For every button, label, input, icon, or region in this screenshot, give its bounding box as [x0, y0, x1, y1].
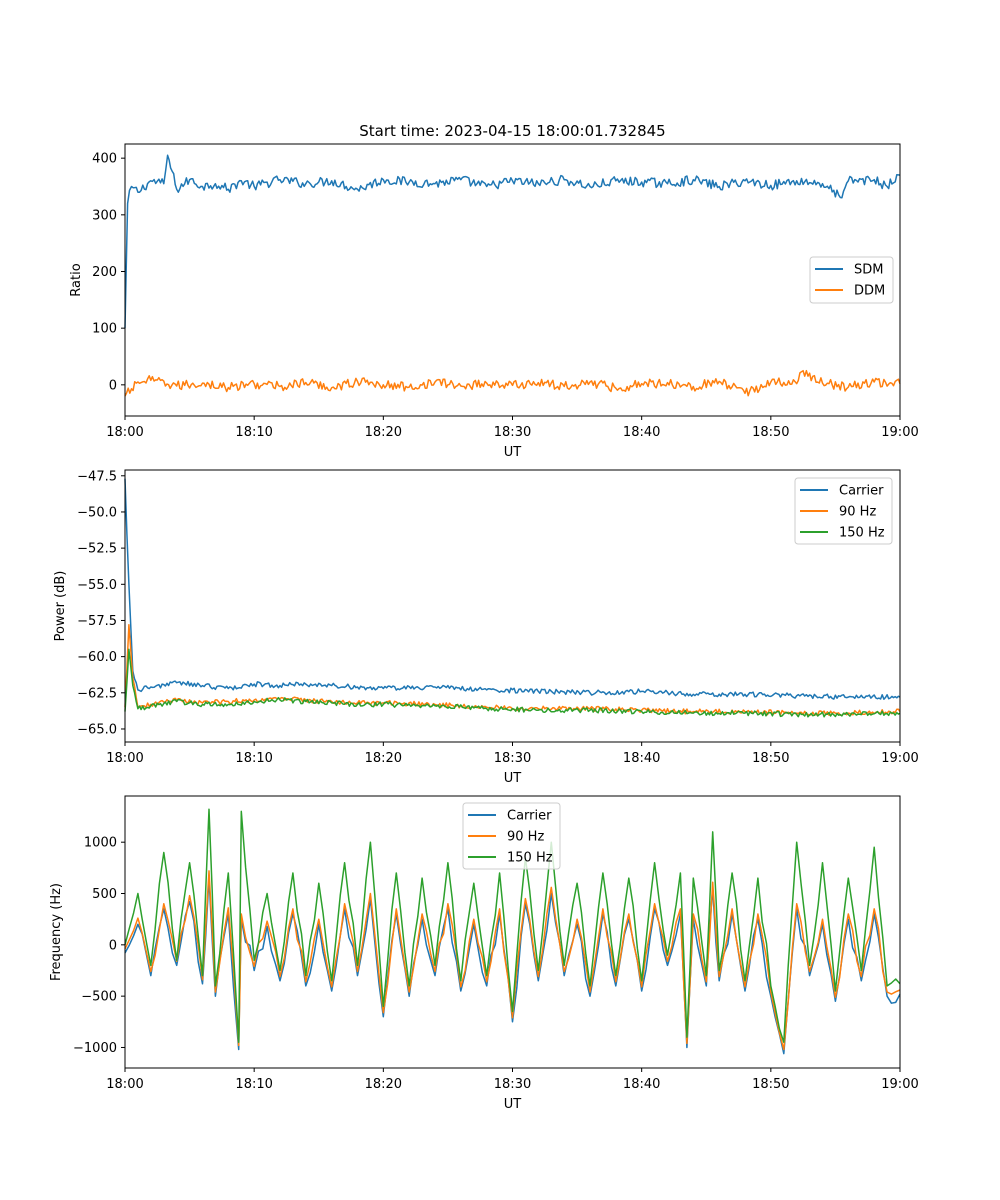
x-tick-label: 19:00: [881, 425, 918, 440]
legend: SDM DDM: [809, 256, 894, 304]
y-tick-label: −47.5: [77, 469, 117, 484]
y-tick-label: −65.0: [77, 722, 117, 737]
series-line-150-hz: [124, 808, 901, 1044]
x-tick-label: 18:10: [235, 751, 272, 766]
y-tick-label: −60.0: [77, 650, 117, 665]
y-tick-label: −1000: [73, 1041, 117, 1056]
legend-label: 90 Hz: [507, 830, 544, 845]
y-tick-label: −57.5: [77, 614, 117, 629]
y-tick-label: 0: [109, 938, 117, 953]
x-tick-label: 18:10: [235, 425, 272, 440]
x-tick-label: 19:00: [881, 751, 918, 766]
x-tick-label: 18:20: [365, 425, 402, 440]
series-line-90-hz: [124, 624, 901, 717]
chart-panel-3: 18:00 18:10 18:20 18:30 18:40 18:50 19:00 −1000…: [49, 795, 919, 1112]
series-line-90-hz: [124, 870, 901, 1051]
x-tick-label: 18:20: [365, 1077, 402, 1092]
x-tick-label: 18:00: [106, 1077, 143, 1092]
x-tick-label: 18:30: [494, 1077, 531, 1092]
chart-title: Start time: 2023-04-15 18:00:01.732845: [359, 122, 665, 140]
x-tick-label: 18:10: [235, 1077, 272, 1092]
y-axis-label: Power (dB): [53, 571, 68, 642]
y-tick-label: 0: [109, 378, 117, 393]
series-line-150-hz: [124, 648, 901, 718]
y-tick-label: 500: [92, 887, 117, 902]
y-tick-label: 400: [92, 152, 117, 167]
series-line-carrier: [124, 478, 901, 700]
legend-label: SDM: [854, 263, 883, 278]
series-line-sdm: [124, 154, 901, 329]
x-tick-label: 18:00: [106, 751, 143, 766]
legend-label: Carrier: [839, 484, 884, 499]
legend-label: 90 Hz: [839, 505, 876, 520]
x-tick-label: 18:40: [623, 751, 660, 766]
x-axis-label: UT: [504, 1097, 522, 1112]
series-line-ddm: [124, 369, 901, 397]
legend-box: [462, 802, 561, 870]
axes-frame: [124, 469, 901, 743]
x-tick-label: 18:50: [752, 1077, 789, 1092]
x-tick-label: 18:00: [106, 425, 143, 440]
x-tick-label: 18:40: [623, 1077, 660, 1092]
x-tick-label: 18:40: [623, 425, 660, 440]
legend-box: [794, 477, 893, 545]
x-axis-label: UT: [504, 771, 522, 786]
legend: Carrier 90 Hz 150 Hz: [794, 477, 893, 545]
y-axis-label: Ratio: [69, 263, 84, 296]
y-tick-label: 300: [92, 208, 117, 223]
x-axis-label: UT: [504, 445, 522, 460]
x-tick-label: 18:30: [494, 751, 531, 766]
axes-frame: [124, 143, 901, 417]
legend-label: DDM: [854, 284, 885, 299]
x-tick-label: 18:50: [752, 425, 789, 440]
legend-label: Carrier: [507, 809, 552, 824]
y-tick-label: 100: [92, 322, 117, 337]
y-tick-label: 1000: [84, 836, 117, 851]
x-tick-label: 18:30: [494, 425, 531, 440]
chart-panel-1: 18:00 18:10 18:20 18:30 18:40 18:50 19:00 0 100 2…: [69, 122, 919, 460]
y-tick-label: −50.0: [77, 505, 117, 520]
legend: Carrier 90 Hz 150 Hz: [462, 802, 561, 870]
y-tick-label: −52.5: [77, 542, 117, 557]
y-tick-label: −500: [81, 990, 117, 1005]
legend-label: 150 Hz: [507, 851, 553, 866]
legend-label: 150 Hz: [839, 526, 885, 541]
chart-panel-2: 18:00 18:10 18:20 18:30 18:40 18:50 19:00 −65.0…: [53, 469, 919, 786]
x-tick-label: 19:00: [881, 1077, 918, 1092]
y-axis-label: Frequency (Hz): [49, 883, 64, 981]
series-line-carrier: [124, 877, 901, 1055]
x-tick-label: 18:20: [365, 751, 402, 766]
y-tick-label: −62.5: [77, 686, 117, 701]
y-tick-label: 200: [92, 265, 117, 280]
y-tick-label: −55.0: [77, 578, 117, 593]
x-tick-label: 18:50: [752, 751, 789, 766]
